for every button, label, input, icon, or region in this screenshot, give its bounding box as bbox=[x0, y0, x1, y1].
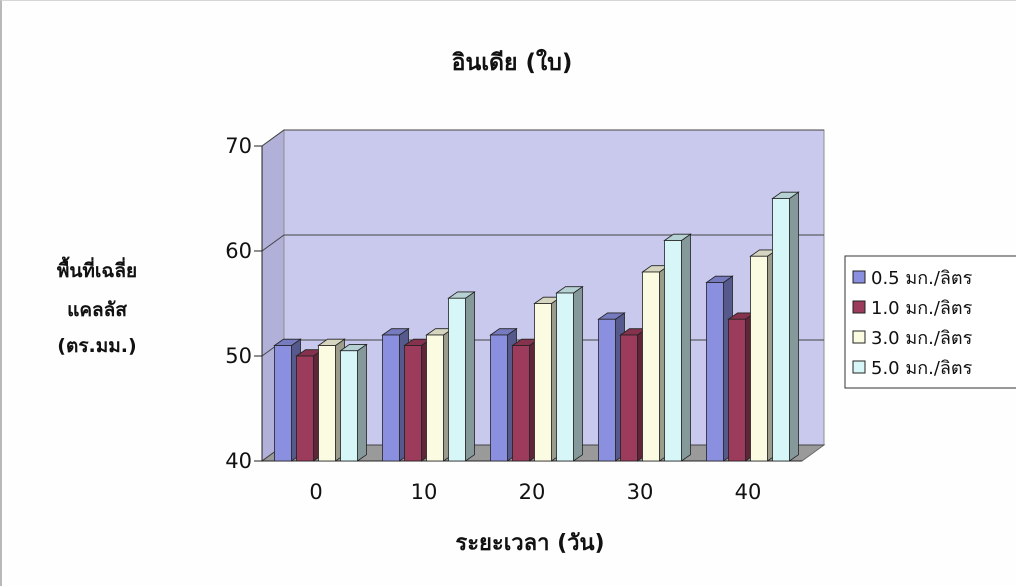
bar-2-2 bbox=[534, 303, 552, 462]
y-tick-label: 50 bbox=[225, 344, 252, 368]
legend-swatch-2 bbox=[852, 330, 866, 344]
chart-title: อินเดีย (ใบ) bbox=[451, 48, 572, 76]
x-tick-label: 30 bbox=[627, 480, 654, 504]
bar-0-2 bbox=[490, 334, 508, 462]
legend-label-0: 0.5 มก./ลิตร bbox=[871, 268, 973, 289]
legend: 0.5 มก./ลิตร 1.0 มก./ลิตร 3.0 มก./ลิตร 5.0 … bbox=[844, 255, 1016, 389]
legend-label-1: 1.0 มก./ลิตร bbox=[871, 298, 973, 319]
y-axis-title-line-1: พื้นที่เฉลี่ย bbox=[57, 256, 137, 282]
y-axis-title: พื้นที่เฉลี่ย แคลลัส (ตร.มม.) bbox=[57, 256, 137, 357]
bar-3-0 bbox=[340, 350, 358, 462]
bar-3-3 bbox=[664, 240, 682, 462]
bar-1-3 bbox=[620, 334, 638, 462]
x-tick-label: 0 bbox=[309, 480, 322, 504]
gridline bbox=[261, 234, 824, 252]
x-tick-label: 20 bbox=[519, 480, 546, 504]
plot-area: 40 50 60 70 0 10 20 30 40 bbox=[225, 129, 826, 504]
legend-swatch-0 bbox=[852, 270, 866, 284]
bar-0-4 bbox=[706, 282, 724, 462]
bar-2-0 bbox=[318, 345, 336, 462]
bar-side-3-1 bbox=[465, 291, 475, 462]
y-tick-label: 60 bbox=[225, 239, 252, 263]
legend-swatch-3 bbox=[852, 360, 866, 374]
bar-side-3-4 bbox=[789, 191, 799, 462]
y-tick-label: 70 bbox=[225, 134, 252, 158]
legend-label-3: 5.0 มก./ลิตร bbox=[871, 358, 973, 379]
y-axis-title-line-3: (ตร.มม.) bbox=[57, 335, 136, 357]
gridline bbox=[261, 129, 824, 147]
bar-3-2 bbox=[556, 292, 574, 462]
legend-box bbox=[844, 255, 1016, 389]
bar-1-2 bbox=[512, 345, 530, 462]
bar-1-0 bbox=[296, 355, 314, 462]
bar-side-3-2 bbox=[573, 285, 583, 462]
legend-swatch-1 bbox=[852, 300, 866, 314]
bar-side-3-3 bbox=[681, 233, 691, 462]
bar-0-1 bbox=[382, 334, 400, 462]
bar-2-1 bbox=[426, 334, 444, 462]
bar-side-3-0 bbox=[357, 343, 367, 462]
x-tick-label: 10 bbox=[411, 480, 438, 504]
y-axis-title-line-2: แคลลัส bbox=[67, 299, 127, 321]
bar-2-3 bbox=[642, 271, 660, 462]
bar-3-1 bbox=[448, 297, 466, 462]
legend-label-2: 3.0 มก./ลิตร bbox=[871, 328, 973, 349]
bar-1-1 bbox=[404, 345, 422, 462]
x-tick-label: 40 bbox=[735, 480, 762, 504]
x-axis-title: ระยะเวลา (วัน) bbox=[455, 531, 604, 556]
bar-0-3 bbox=[598, 318, 616, 462]
bar-1-4 bbox=[728, 318, 746, 462]
bar-3-4 bbox=[772, 198, 790, 462]
bar-0-0 bbox=[274, 345, 292, 462]
y-tick-label: 40 bbox=[225, 449, 252, 473]
bar-2-4 bbox=[750, 255, 768, 462]
